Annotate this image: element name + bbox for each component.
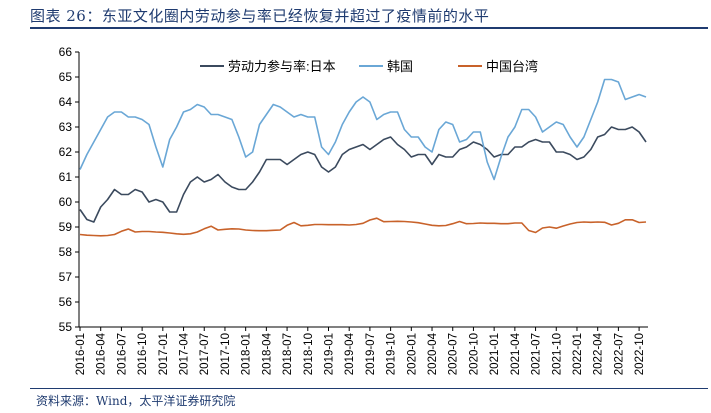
x-tick-label: 2018-04 bbox=[261, 332, 273, 375]
legend-label: 劳动力参与率:日本 bbox=[228, 59, 336, 74]
x-tick-label: 2019-01 bbox=[323, 333, 335, 375]
x-tick-label: 2019-04 bbox=[344, 332, 356, 375]
series-line-2 bbox=[79, 78, 647, 181]
figure-header: 图表 26：东亚文化圈内劳动参与率已经恢复并超过了疫情前的水平 bbox=[0, 0, 711, 30]
x-tick-label: 2017-04 bbox=[179, 332, 191, 375]
x-tick-label: 2022-01 bbox=[572, 333, 584, 375]
legend-label: 中国台湾 bbox=[486, 59, 538, 74]
x-tick-label: 2017-01 bbox=[158, 333, 170, 375]
y-tick-label: 55 bbox=[59, 320, 73, 334]
y-tick-label: 63 bbox=[59, 120, 73, 134]
header-rule bbox=[30, 27, 708, 29]
legend: 劳动力参与率:日本 韩国 中国台湾 bbox=[200, 59, 538, 74]
x-tick-label: 2016-07 bbox=[116, 333, 128, 375]
y-tick-label: 66 bbox=[59, 45, 73, 59]
y-tick-label: 57 bbox=[59, 270, 73, 284]
x-tick-label: 2021-01 bbox=[489, 333, 501, 375]
x-tick-label: 2021-04 bbox=[510, 332, 522, 375]
x-tick-label: 2018-10 bbox=[303, 333, 315, 375]
x-tick-label: 2021-07 bbox=[531, 333, 543, 375]
x-tick-label: 2017-10 bbox=[220, 333, 232, 375]
y-tick-label: 59 bbox=[59, 220, 73, 234]
x-tick-label: 2022-04 bbox=[593, 332, 605, 375]
x-tick-label: 2018-01 bbox=[241, 333, 253, 375]
x-axis-ticks: 2016-01 2016-04 2016-07 2016-10 2017-01 2017-… bbox=[75, 327, 646, 375]
y-axis-ticks: 55 56 57 58 59 60 61 62 63 64 65 66 bbox=[59, 45, 79, 334]
x-tick-label: 2016-04 bbox=[96, 332, 108, 375]
y-tick-label: 58 bbox=[59, 245, 73, 259]
y-tick-label: 61 bbox=[59, 170, 73, 184]
x-tick-label: 2019-10 bbox=[386, 333, 398, 375]
y-tick-label: 65 bbox=[59, 70, 73, 84]
x-tick-label: 2016-10 bbox=[137, 333, 149, 375]
x-tick-label: 2020-10 bbox=[468, 333, 480, 375]
x-tick-label: 2018-07 bbox=[282, 333, 294, 375]
x-tick-label: 2022-07 bbox=[613, 333, 625, 375]
series-line-1 bbox=[79, 126, 647, 223]
x-tick-label: 2016-01 bbox=[75, 333, 87, 375]
y-tick-label: 56 bbox=[59, 295, 73, 309]
footer-rule bbox=[30, 388, 708, 389]
x-tick-label: 2020-04 bbox=[427, 332, 439, 375]
y-tick-label: 64 bbox=[59, 95, 73, 109]
x-tick-label: 2022-10 bbox=[634, 333, 646, 375]
source-note: 资料来源：Wind，太平洋证券研究院 bbox=[36, 394, 236, 408]
legend-label: 韩国 bbox=[387, 59, 413, 74]
x-tick-label: 2020-07 bbox=[448, 333, 460, 375]
x-tick-label: 2020-01 bbox=[406, 333, 418, 375]
x-tick-label: 2017-07 bbox=[199, 333, 211, 375]
figure-title: 图表 26：东亚文化圈内劳动参与率已经恢复并超过了疫情前的水平 bbox=[30, 7, 490, 25]
x-tick-label: 2019-07 bbox=[365, 333, 377, 375]
x-tick-label: 2021-10 bbox=[551, 333, 563, 375]
y-tick-label: 60 bbox=[59, 195, 73, 209]
series-line-3 bbox=[79, 217, 647, 237]
y-tick-label: 62 bbox=[59, 145, 73, 159]
